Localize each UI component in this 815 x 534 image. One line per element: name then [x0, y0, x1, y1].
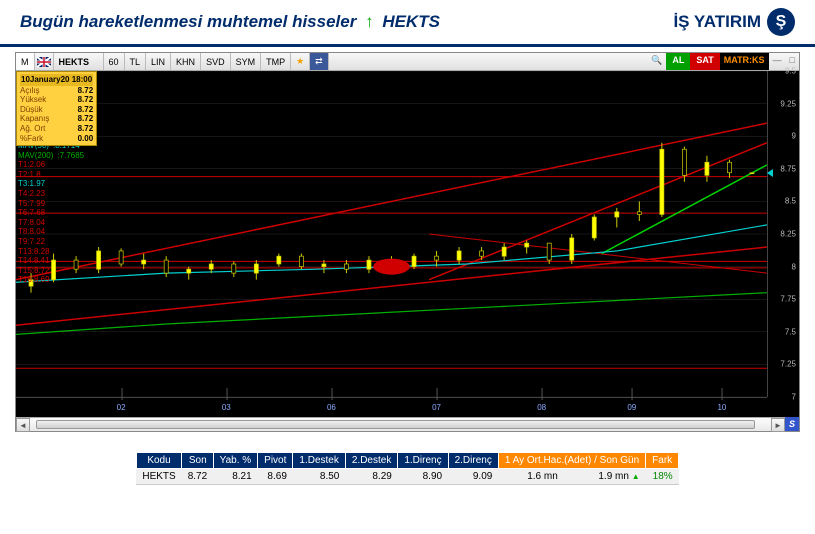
up-triangle-icon: ▲	[632, 472, 640, 481]
cell-pivot: 8.69	[258, 469, 293, 485]
brand-text: İŞ YATIRIM	[673, 12, 761, 32]
brand-logo-icon	[767, 8, 795, 36]
y-axis: 77.257.57.7588.258.58.7599.259.5	[767, 71, 799, 397]
scroll-thumb[interactable]	[36, 420, 755, 429]
cell-son: 8.72	[182, 469, 213, 485]
chart-plot[interactable]	[16, 71, 767, 397]
indicator-list: MAV(50):8.1714MAV(200):7.7685T1:2.06T2:1…	[18, 141, 84, 285]
chart-toolbar: M HEKTS 60 TL LIN KHN SVD SYM TMP ★ ⇄ 🔍 …	[16, 53, 799, 71]
cell-hac2: 1.9 mn ▲	[564, 469, 646, 485]
scroll-corner-icon[interactable]: S	[785, 417, 799, 431]
toolbar-khn[interactable]: KHN	[171, 53, 201, 70]
toolbar-share-icon[interactable]: ⇄	[310, 53, 329, 70]
title-pre: Bugün hareketlenmesi muhtemel hisseler	[20, 12, 356, 31]
up-arrow-icon: ↑	[365, 12, 374, 31]
toolbar-flag-icon[interactable]	[35, 53, 54, 70]
cell-direnc2: 9.09	[448, 469, 498, 485]
sell-button[interactable]: SAT	[690, 53, 719, 70]
table-row: HEKTS 8.72 8.21 8.69 8.50 8.29 8.90 9.09…	[136, 469, 678, 485]
horizontal-scrollbar[interactable]: ◄ ►	[16, 417, 785, 431]
toolbar-lin[interactable]: LIN	[146, 53, 171, 70]
toolbar-min-icon[interactable]: —	[769, 53, 786, 70]
ohlc-box: 10January20 18:00 Açılış8.72Yüksek8.72Dü…	[16, 71, 97, 146]
cell-destek2: 8.29	[345, 469, 397, 485]
cell-hac1: 1.6 mn	[498, 469, 563, 485]
title-ticker: HEKTS	[382, 12, 440, 31]
cell-fark: 18%	[646, 469, 679, 485]
toolbar-brand: MATR:KS	[720, 53, 769, 70]
toolbar-star-icon[interactable]: ★	[291, 53, 310, 70]
x-axis: 02030607080910	[16, 397, 767, 415]
buy-button[interactable]: AL	[666, 53, 690, 70]
table-header-row: KoduSonYab. %Pivot1.Destek2.Destek1.Dire…	[136, 453, 678, 469]
cell-kodu: HEKTS	[136, 469, 181, 485]
cell-destek1: 8.50	[293, 469, 345, 485]
scroll-left-icon[interactable]: ◄	[16, 418, 30, 432]
toolbar-m[interactable]: M	[16, 53, 35, 70]
ohlc-header: 10January20 18:00	[20, 74, 93, 86]
cell-yab: 8.21	[213, 469, 258, 485]
toolbar-sym[interactable]: SYM	[231, 53, 262, 70]
chart-body: 10January20 18:00 Açılış8.72Yüksek8.72Dü…	[16, 71, 799, 415]
toolbar-svd[interactable]: SVD	[201, 53, 231, 70]
chart-window: M HEKTS 60 TL LIN KHN SVD SYM TMP ★ ⇄ 🔍 …	[15, 52, 800, 432]
header-title: Bugün hareketlenmesi muhtemel hisseler ↑…	[20, 12, 440, 32]
cell-direnc1: 8.90	[398, 469, 448, 485]
brand-logo: İŞ YATIRIM	[673, 8, 795, 36]
toolbar-symbol[interactable]: HEKTS	[54, 53, 104, 70]
toolbar-tmp[interactable]: TMP	[261, 53, 291, 70]
scroll-right-icon[interactable]: ►	[771, 418, 785, 432]
toolbar-period[interactable]: 60	[104, 53, 125, 70]
toolbar-currency[interactable]: TL	[125, 53, 147, 70]
page-header: Bugün hareketlenmesi muhtemel hisseler ↑…	[0, 0, 815, 47]
toolbar-search-icon[interactable]: 🔍	[647, 53, 666, 70]
summary-table: KoduSonYab. %Pivot1.Destek2.Destek1.Dire…	[136, 452, 679, 485]
